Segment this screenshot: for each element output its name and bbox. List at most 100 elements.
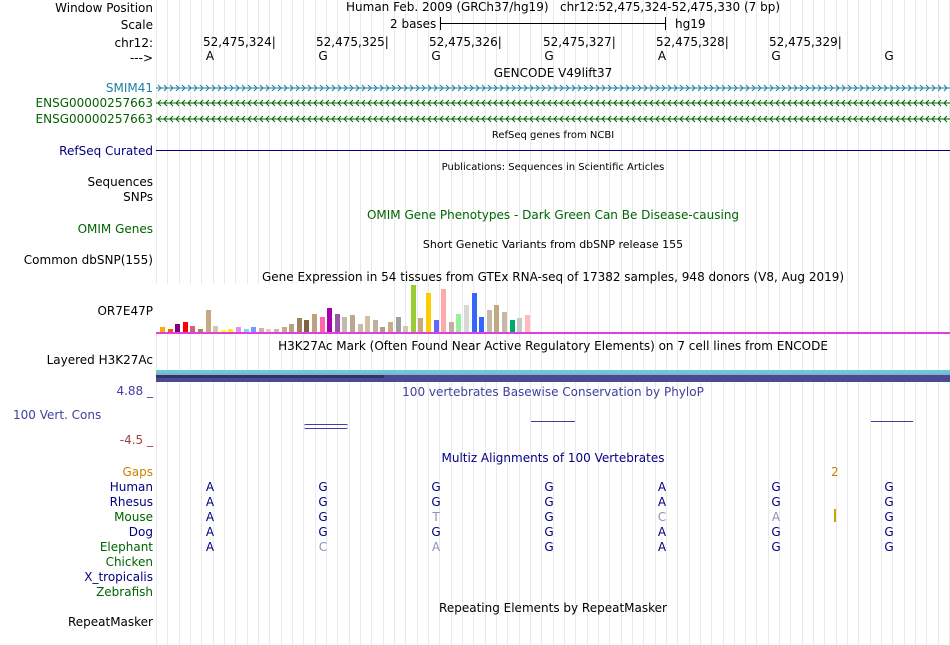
gene-label-ensg-2[interactable]: ENSG00000257663 bbox=[35, 112, 153, 126]
omim-genes-label[interactable]: OMIM Genes bbox=[77, 222, 153, 236]
grid-line bbox=[915, 0, 916, 645]
gtex-tissue-bar[interactable] bbox=[190, 326, 196, 332]
gene-label-ensg-1[interactable]: ENSG00000257663 bbox=[35, 96, 153, 110]
gtex-tissue-bar[interactable] bbox=[502, 312, 507, 332]
gap-count[interactable]: 2 bbox=[831, 465, 839, 479]
gtex-tissue-bar[interactable] bbox=[213, 326, 219, 332]
gtex-tissue-bar[interactable] bbox=[342, 317, 348, 332]
gtex-tissue-bar[interactable] bbox=[281, 327, 287, 332]
cons-label[interactable]: 100 Vert. Cons bbox=[13, 408, 102, 422]
h3k27ac-label[interactable]: Layered H3K27Ac bbox=[46, 353, 153, 367]
smim41-gene-model[interactable] bbox=[156, 81, 950, 95]
gtex-tissue-bar[interactable] bbox=[433, 320, 439, 332]
gtex-tissue-bar[interactable] bbox=[296, 318, 302, 332]
sequences-label[interactable]: Sequences bbox=[87, 175, 153, 189]
species-label-x_tropicalis[interactable]: X_tropicalis bbox=[84, 570, 153, 584]
species-label-chicken[interactable]: Chicken bbox=[105, 555, 153, 569]
gtex-tissue-bar[interactable] bbox=[441, 289, 447, 332]
gtex-tissue-bar[interactable] bbox=[395, 317, 401, 332]
species-label-rhesus[interactable]: Rhesus bbox=[109, 495, 153, 509]
gene-label-smim41[interactable]: SMIM41 bbox=[105, 81, 153, 95]
species-label-elephant[interactable]: Elephant bbox=[99, 540, 153, 554]
gtex-tissue-bar[interactable] bbox=[494, 305, 500, 332]
grid-line bbox=[553, 0, 554, 645]
alignment-base: G bbox=[318, 495, 328, 509]
ensg-gene-model-2[interactable] bbox=[156, 112, 950, 126]
gtex-tissue-bar[interactable] bbox=[312, 314, 317, 332]
gtex-tissue-bar[interactable] bbox=[175, 324, 181, 332]
gtex-tissue-bar[interactable] bbox=[448, 322, 454, 332]
assembly-name: Human Feb. 2009 (GRCh37/hg19) bbox=[346, 0, 549, 14]
grid-line bbox=[643, 0, 644, 645]
gtex-tissue-bar[interactable] bbox=[220, 330, 226, 332]
gtex-tissue-bar[interactable] bbox=[456, 314, 462, 332]
species-label-mouse[interactable]: Mouse bbox=[114, 510, 153, 524]
gtex-tissue-bar[interactable] bbox=[426, 293, 431, 332]
alignment-base: G bbox=[544, 540, 554, 554]
species-label-zebrafish[interactable]: Zebrafish bbox=[96, 585, 153, 599]
grid-line bbox=[779, 0, 780, 645]
refseq-line[interactable] bbox=[156, 150, 950, 151]
gtex-tissue-bar[interactable] bbox=[205, 310, 211, 332]
gtex-tissue-bar[interactable] bbox=[236, 327, 241, 332]
gtex-tissue-bar[interactable] bbox=[471, 293, 477, 332]
gtex-tissue-bar[interactable] bbox=[198, 329, 203, 332]
alignment-base: G bbox=[318, 480, 328, 494]
gtex-tissue-bar[interactable] bbox=[372, 320, 378, 332]
cons-min-label: -4.5 _ bbox=[119, 433, 153, 447]
cons-mark-3[interactable] bbox=[871, 421, 913, 422]
reference-base: A bbox=[205, 49, 215, 63]
mouse-gap-marker[interactable] bbox=[834, 509, 836, 522]
gtex-tissue-bar[interactable] bbox=[167, 329, 173, 332]
scale-value: 2 bases bbox=[390, 17, 437, 31]
gtex-tissue-bar[interactable] bbox=[479, 317, 485, 332]
gtex-tissue-bar[interactable] bbox=[258, 328, 264, 332]
species-label-dog[interactable]: Dog bbox=[128, 525, 153, 539]
grid-line bbox=[847, 0, 848, 645]
gtex-tissue-bar[interactable] bbox=[357, 324, 363, 332]
gtex-tissue-bar[interactable] bbox=[524, 315, 530, 332]
gtex-tissue-bar[interactable] bbox=[418, 318, 424, 332]
snps-label[interactable]: SNPs bbox=[123, 190, 153, 204]
gtex-tissue-bar[interactable] bbox=[365, 316, 371, 332]
publications-track-title: Publications: Sequences in Scientific Ar… bbox=[441, 162, 665, 173]
gtex-tissue-bar[interactable] bbox=[410, 285, 416, 332]
gtex-tissue-bar[interactable] bbox=[266, 329, 272, 332]
grid-line bbox=[689, 0, 690, 645]
alignment-base: G bbox=[771, 525, 781, 539]
gtex-tissue-bar[interactable] bbox=[403, 326, 409, 332]
omim-track-title: OMIM Gene Phenotypes - Dark Green Can Be… bbox=[366, 208, 740, 222]
refseq-curated-label[interactable]: RefSeq Curated bbox=[59, 144, 153, 158]
gtex-tissue-bar[interactable] bbox=[182, 322, 188, 332]
gtex-tissue-bar[interactable] bbox=[350, 315, 355, 332]
species-label-human[interactable]: Human bbox=[109, 480, 153, 494]
cons-mark-2[interactable] bbox=[531, 421, 575, 422]
gtex-tissue-bar[interactable] bbox=[251, 327, 257, 332]
gtex-tissue-bar[interactable] bbox=[228, 329, 234, 332]
gtex-tissue-bar[interactable] bbox=[334, 314, 340, 332]
repeatmasker-label[interactable]: RepeatMasker bbox=[67, 615, 153, 629]
gtex-tissue-bar[interactable] bbox=[327, 308, 333, 332]
gtex-tissue-bar[interactable] bbox=[388, 322, 393, 332]
gtex-tissue-bar[interactable] bbox=[464, 305, 469, 332]
ensg-gene-model-1[interactable] bbox=[156, 96, 950, 110]
grid-line bbox=[870, 0, 871, 645]
gtex-gene-label[interactable]: OR7E47P bbox=[97, 304, 153, 318]
gtex-tissue-bar[interactable] bbox=[274, 329, 279, 332]
gtex-tissue-bar[interactable] bbox=[304, 320, 310, 332]
common-dbsnp-label[interactable]: Common dbSNP(155) bbox=[23, 253, 153, 267]
gtex-bar-chart[interactable] bbox=[156, 284, 556, 332]
cons-max-label: 4.88 _ bbox=[116, 384, 153, 398]
gtex-tissue-bar[interactable] bbox=[289, 324, 295, 332]
gtex-tissue-bar[interactable] bbox=[509, 320, 515, 332]
gtex-tissue-bar[interactable] bbox=[517, 318, 523, 332]
gtex-tissue-bar[interactable] bbox=[243, 329, 249, 332]
alignment-base: A bbox=[657, 525, 667, 539]
gtex-tissue-bar[interactable] bbox=[380, 327, 386, 332]
gtex-tissue-bar[interactable] bbox=[486, 310, 492, 332]
cons-mark-1[interactable] bbox=[304, 424, 348, 429]
gtex-tissue-bar[interactable] bbox=[160, 327, 165, 332]
gtex-tissue-bar[interactable] bbox=[319, 317, 325, 332]
h3k27ac-signal[interactable] bbox=[156, 370, 950, 382]
